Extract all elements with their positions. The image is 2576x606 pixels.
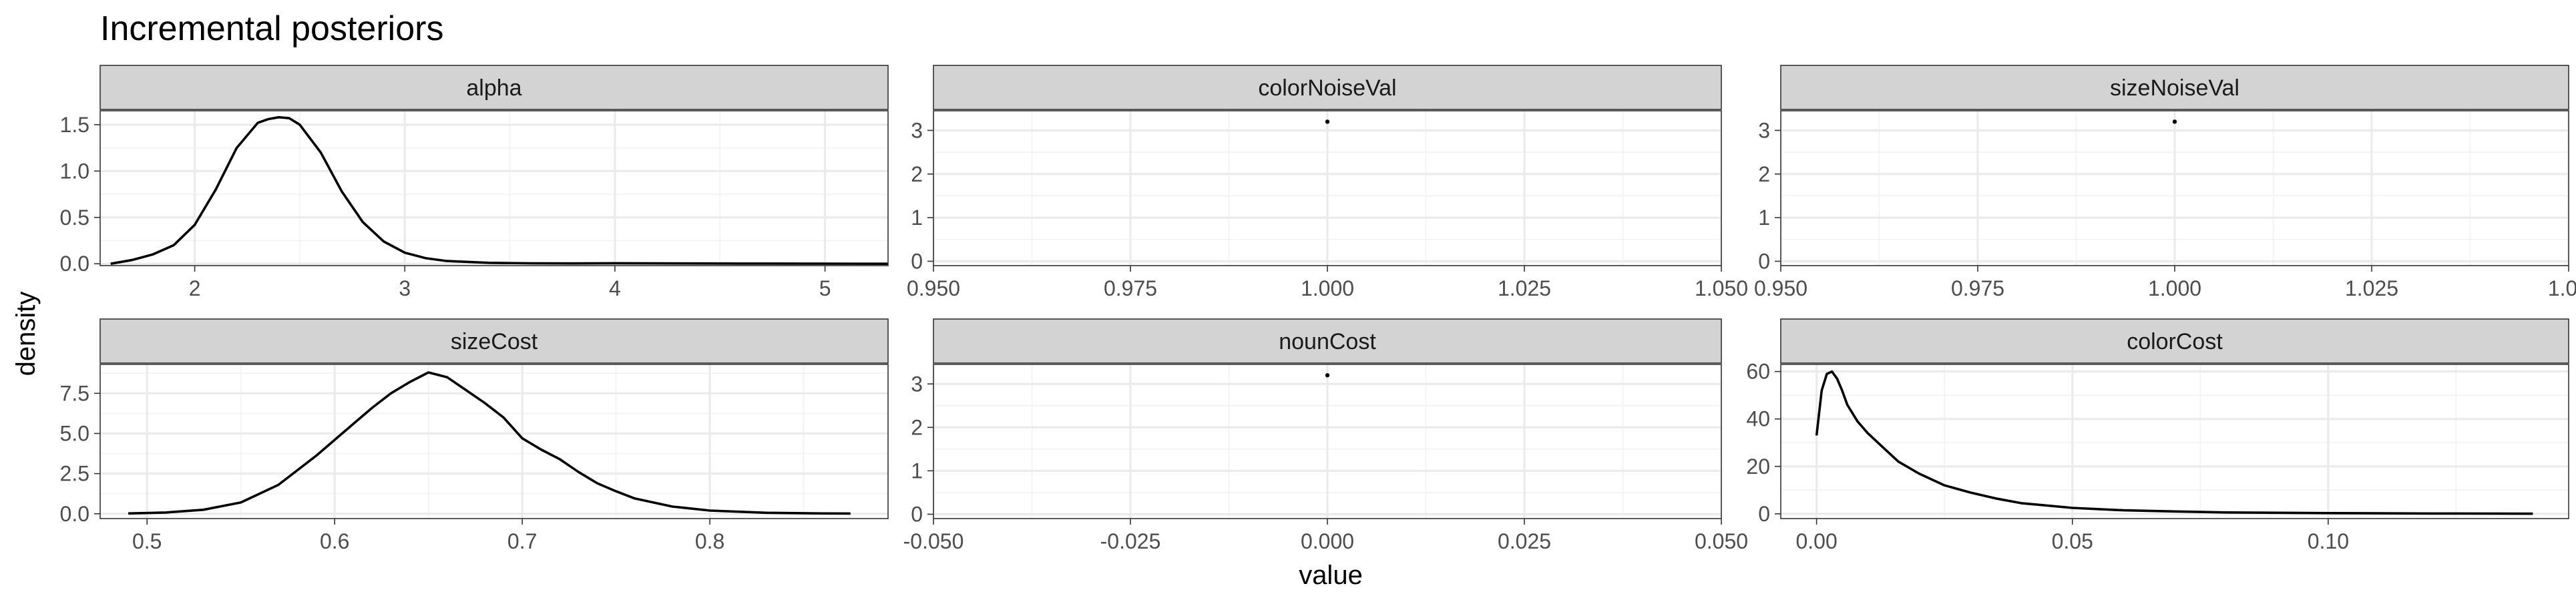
x-tick-label: 0.975 <box>1104 276 1157 300</box>
x-tick-label: 5 <box>819 276 831 300</box>
plot-title: Incremental posteriors <box>100 9 443 48</box>
y-tick-label: 2 <box>1758 162 1770 186</box>
x-tick-label: 3 <box>399 276 411 300</box>
grid-lines <box>100 111 888 266</box>
panel-background <box>100 364 888 519</box>
y-tick-label: 0 <box>1758 502 1770 526</box>
facet-panel-alpha: alpha 0.0 0.5 1.0 1.5 2 3 4 5 <box>60 65 889 300</box>
facet-panel-colorcost: colorCost 0 20 40 60 0.00 0.05 0.10 <box>1746 318 2569 553</box>
y-tick-label: 20 <box>1746 454 1770 479</box>
x-tick-label: 4 <box>609 276 621 300</box>
strip-label-sizenoiseval: sizeNoiseVal <box>2110 75 2239 101</box>
y-tick-label: 60 <box>1746 360 1770 384</box>
facet-panel-sizenoiseval: sizeNoiseVal 0 1 2 3 0.950 0.975 1.000 1.025 1.05 <box>1754 65 2576 300</box>
y-tick-label: 1 <box>911 206 923 230</box>
y-tick-label: 0.5 <box>60 206 89 230</box>
grid-lines <box>100 364 888 519</box>
density-point-sizenoiseval <box>2172 119 2177 124</box>
strip-label-colorcost: colorCost <box>2127 329 2223 354</box>
y-tick-label: 1 <box>911 459 923 483</box>
facet-panel-nouncost: nounCost 0 1 2 3 -0.050 -0.025 0.000 0.025 0.050 <box>903 318 1748 553</box>
strip-nouncost <box>933 318 1722 364</box>
grid-lines <box>933 111 1721 266</box>
x-tick-label: 0.975 <box>1951 276 2004 300</box>
x-tick-label: 1.025 <box>2345 276 2398 300</box>
y-tick-label: 1 <box>1758 206 1770 230</box>
x-tick-label: 0.8 <box>695 529 724 553</box>
x-tick-label: 0.050 <box>1695 529 1748 553</box>
x-tick-label: 0.950 <box>1754 276 1807 300</box>
y-tick-label: 2 <box>911 162 923 186</box>
y-tick-label: 3 <box>911 118 923 142</box>
panel-background <box>100 111 888 266</box>
strip-alpha <box>99 65 889 110</box>
y-tick-label: 5.0 <box>60 421 89 445</box>
density-curve-sizecost <box>128 371 851 515</box>
facet-panel-colornoiseval: colorNoiseVal 0 1 2 3 0.950 0.975 1.000 1.025 1.0… <box>907 65 1748 300</box>
x-tick-label: 0.7 <box>507 529 537 553</box>
panel-background <box>1781 364 2569 519</box>
strip-sizenoiseval <box>1780 65 2569 110</box>
density-curve-colorcost <box>1815 370 2533 515</box>
x-tick-label: -0.025 <box>1100 529 1161 553</box>
x-tick-label: 2 <box>189 276 201 300</box>
y-tick-label: 0.0 <box>60 252 89 276</box>
x-tick-label: 0.950 <box>907 276 960 300</box>
strip-label-alpha: alpha <box>466 75 521 101</box>
panel-border <box>99 110 889 266</box>
y-tick-label: 0 <box>911 502 923 526</box>
grid-lines <box>933 364 1721 519</box>
x-axis-title: value <box>1299 561 1363 590</box>
strip-label-colornoiseval: colorNoiseVal <box>1258 75 1396 101</box>
x-tick-label: 1.000 <box>2148 276 2201 300</box>
strip-sizecost <box>99 318 889 364</box>
x-tick-label: 0.5 <box>132 529 162 553</box>
panel-border <box>1780 364 2569 519</box>
y-tick-label: 7.5 <box>60 381 89 405</box>
y-axis-title: density <box>11 292 41 376</box>
y-tick-label: 1.5 <box>60 113 89 137</box>
strip-label-nouncost: nounCost <box>1279 329 1376 354</box>
y-tick-label: 40 <box>1746 407 1770 431</box>
y-tick-label: 0 <box>1758 249 1770 273</box>
x-tick-label: 1.05 <box>2548 276 2576 300</box>
y-tick-label: 0.0 <box>60 502 89 526</box>
x-tick-label: 0.025 <box>1498 529 1551 553</box>
x-tick-label: 0.00 <box>1795 529 1837 553</box>
y-tick-label: 3 <box>911 372 923 396</box>
x-tick-label: 0.6 <box>320 529 349 553</box>
x-tick-label: 1.025 <box>1498 276 1551 300</box>
y-tick-label: 3 <box>1758 118 1770 142</box>
y-tick-label: 2.5 <box>60 462 89 486</box>
y-tick-label: 1.0 <box>60 159 89 183</box>
facet-panel-sizecost: sizeCost 0.0 2.5 5.0 7.5 0.5 0.6 0.7 0.8 <box>60 318 889 553</box>
strip-label-sizecost: sizeCost <box>451 329 538 354</box>
density-curve-alpha <box>110 115 888 265</box>
x-tick-label: -0.050 <box>903 529 964 553</box>
panel-border <box>99 364 889 519</box>
x-tick-label: 0.10 <box>2308 529 2349 553</box>
x-tick-label: 1.000 <box>1301 276 1354 300</box>
y-tick-label: 0 <box>911 249 923 273</box>
y-tick-label: 2 <box>911 415 923 439</box>
density-point-colornoiseval <box>1325 119 1330 124</box>
density-point-nouncost <box>1325 373 1330 378</box>
x-tick-label: 1.050 <box>1695 276 1748 300</box>
x-tick-label: 0.000 <box>1301 529 1354 553</box>
strip-colorcost <box>1780 318 2569 364</box>
x-tick-label: 0.05 <box>2052 529 2093 553</box>
facet-panels: alpha 0.0 0.5 1.0 1.5 2 3 4 5 colorNoiseVal 0 1 2 3 0.… <box>60 65 2576 553</box>
grid-lines <box>1781 111 2569 266</box>
strip-colornoiseval <box>933 65 1722 110</box>
